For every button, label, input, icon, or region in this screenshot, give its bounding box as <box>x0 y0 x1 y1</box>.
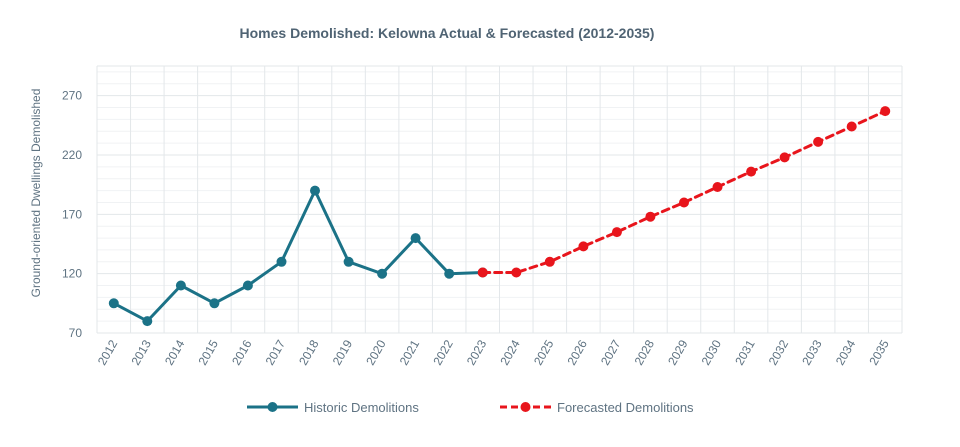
x-tick-label: 2034 <box>833 337 859 367</box>
x-tick-label: 2033 <box>799 337 825 367</box>
data-point <box>142 316 153 327</box>
data-point <box>477 267 488 278</box>
x-tick-label: 2019 <box>330 337 356 367</box>
x-tick-label: 2016 <box>229 337 255 367</box>
data-point <box>880 106 891 117</box>
data-point <box>779 152 790 163</box>
y-tick-label: 120 <box>62 267 82 281</box>
x-tick-label: 2025 <box>531 337 557 367</box>
x-tick-label: 2028 <box>632 337 658 367</box>
data-point <box>813 136 824 147</box>
x-tick-label: 2023 <box>464 337 490 367</box>
data-point <box>846 121 857 132</box>
y-tick-label: 170 <box>62 207 82 221</box>
y-axis-ticks: 70 120 170 220 270 <box>62 89 82 340</box>
data-point <box>611 227 622 238</box>
data-point <box>410 233 421 244</box>
x-tick-label: 2018 <box>296 337 322 367</box>
x-tick-label: 2032 <box>766 337 792 367</box>
x-tick-label: 2022 <box>430 337 456 367</box>
y-axis-label: Ground-oriented Dwellings Demolished <box>29 89 43 298</box>
legend-item-forecast: Forecasted Demolitions <box>500 400 694 415</box>
y-tick-label: 70 <box>69 326 83 340</box>
data-point <box>444 268 455 279</box>
x-tick-label: 2035 <box>866 337 892 367</box>
data-point <box>108 298 119 309</box>
x-tick-label: 2026 <box>564 337 590 367</box>
data-point <box>578 241 589 252</box>
legend-label-forecast: Forecasted Demolitions <box>557 400 694 415</box>
data-point <box>712 182 723 192</box>
legend-marker-forecast <box>520 402 531 412</box>
x-tick-label: 2017 <box>263 337 289 367</box>
series-historic <box>108 185 488 327</box>
legend-item-historic: Historic Demolitions <box>247 400 419 415</box>
data-point <box>511 267 522 278</box>
legend-label-historic: Historic Demolitions <box>304 400 419 415</box>
x-tick-label: 2015 <box>196 337 222 367</box>
series-group <box>108 106 891 327</box>
data-point <box>310 185 320 196</box>
x-tick-label: 2020 <box>363 337 389 367</box>
x-tick-label: 2031 <box>732 337 758 367</box>
x-tick-label: 2029 <box>665 337 691 367</box>
x-tick-label: 2021 <box>397 337 423 367</box>
data-point <box>209 298 220 309</box>
series-forecast <box>477 106 891 278</box>
data-point <box>645 211 656 222</box>
data-point <box>343 256 354 267</box>
legend-marker-historic <box>267 402 278 412</box>
y-tick-label: 220 <box>62 148 82 162</box>
x-tick-label: 2027 <box>598 337 624 367</box>
y-tick-label: 270 <box>62 89 82 103</box>
data-point <box>242 280 253 291</box>
data-point <box>276 256 287 267</box>
x-tick-label: 2014 <box>162 337 188 367</box>
gridlines <box>96 65 903 334</box>
data-point <box>746 166 757 177</box>
chart-title: Homes Demolished: Kelowna Actual & Forec… <box>240 25 655 41</box>
x-tick-label: 2013 <box>128 337 154 367</box>
data-point <box>679 197 689 208</box>
data-point <box>544 256 555 267</box>
series-line <box>112 189 485 323</box>
series-line <box>481 109 887 274</box>
x-tick-label: 2024 <box>497 337 523 367</box>
data-point <box>377 268 388 279</box>
data-point <box>175 280 186 291</box>
x-axis-ticks: 2012 2013 2014 2015 2016 2017 2018 2019 2020 2021… <box>95 337 892 367</box>
legend: Historic Demolitions Forecasted Demoliti… <box>247 400 694 415</box>
x-tick-label: 2012 <box>95 337 121 367</box>
x-tick-label: 2030 <box>699 337 725 367</box>
